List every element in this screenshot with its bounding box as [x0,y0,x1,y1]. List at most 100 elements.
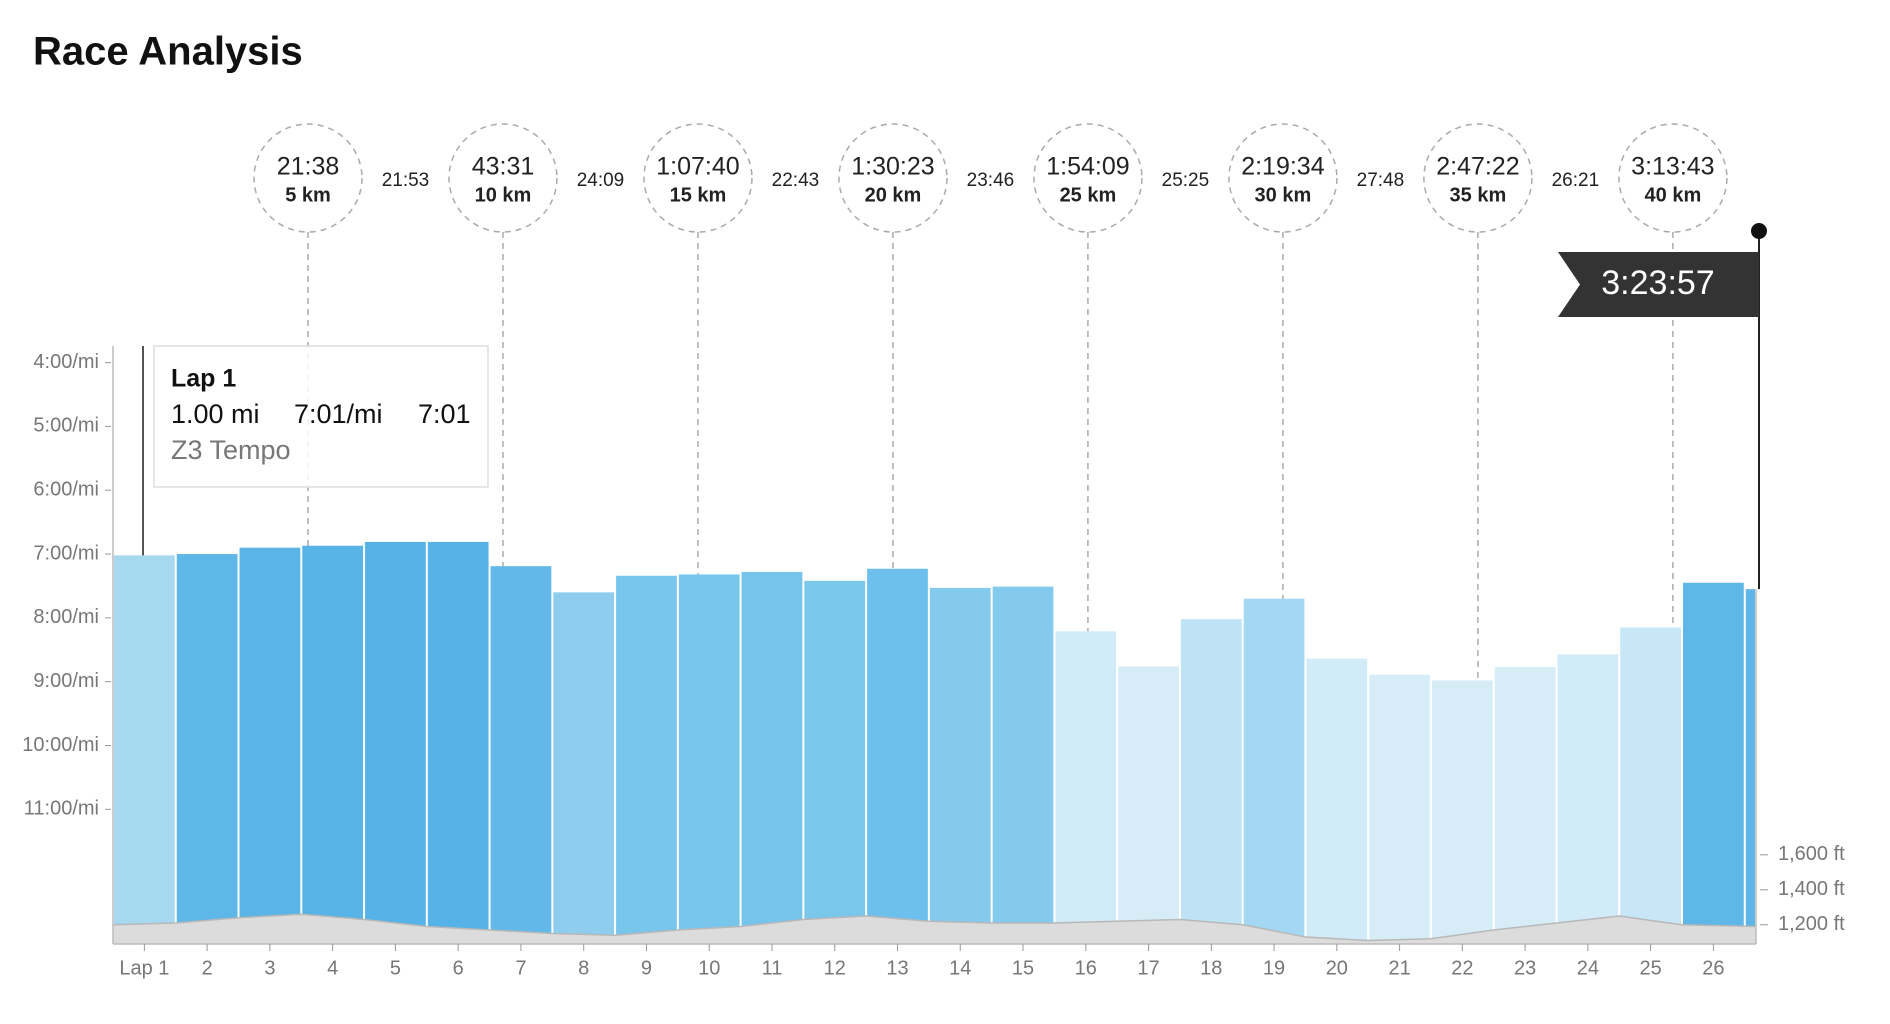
x-tick-label: 13 [886,957,908,979]
x-tick-label: 16 [1075,957,1097,979]
bar [1118,666,1179,944]
x-tick-label: 6 [453,957,464,979]
interval-time: 26:21 [1552,170,1600,191]
x-tick-label: 5 [390,957,401,979]
tooltip-title: Lap 1 [171,365,236,393]
tooltip-distance: 1.00 mi [171,399,260,429]
interval-time: 27:48 [1357,170,1405,191]
y-tick-label: 5:00/mi [33,415,99,437]
x-tick-label: 7 [515,957,526,979]
interval-time: 22:43 [772,170,820,191]
flag [1558,252,1759,317]
finish-time: 3:23:57 [1601,264,1714,302]
x-tick-label: 24 [1577,957,1599,979]
bar [1369,674,1430,944]
bar [867,568,928,944]
x-tick-label: Lap 1 [119,957,169,979]
x-tick-label: 25 [1639,957,1661,979]
bar [553,592,615,944]
bar [239,547,301,944]
split-label: 5 km [285,184,331,206]
split-time: 1:54:09 [1046,153,1129,181]
x-tick-label: 18 [1200,957,1222,979]
bar [1306,658,1368,944]
y-tick-label: 9:00/mi [33,670,99,692]
elevation-line [112,913,1757,942]
x-tick-label: 3 [264,957,275,979]
split-circle [838,123,948,233]
bar [992,586,1054,944]
y-tick-label: 8:00/mi [33,606,99,628]
bar [114,555,175,944]
elevation-area [113,914,1756,944]
bar [929,587,991,944]
split-time: 1:30:23 [851,153,934,181]
bar [302,545,364,944]
bar [1557,654,1619,944]
bar [427,541,489,944]
bar [176,554,238,944]
y-tick-label: 6:00/mi [33,479,99,501]
x-tick-label: 11 [762,957,783,979]
bar [1494,667,1556,944]
bar [804,580,866,944]
x-tick-label: 19 [1263,957,1285,979]
tooltip-pace: 7:01/mi [294,399,383,429]
split-circle [1228,123,1338,233]
x-tick-label: 17 [1137,957,1159,979]
x-tick-label: 4 [327,957,338,979]
split-label: 20 km [865,184,922,206]
bar [1431,680,1493,944]
split-circle [1033,123,1143,233]
chart-title: Race Analysis [33,30,303,74]
tooltip-zone: Z3 Tempo [171,435,291,465]
interval-time: 24:09 [577,170,625,191]
split-time: 2:47:22 [1436,153,1519,181]
x-tick-label: 22 [1451,957,1473,979]
split-label: 10 km [475,184,532,206]
split-time: 1:07:40 [656,153,739,181]
split-circle [253,123,363,233]
bar [616,575,677,944]
x-tick-label: 23 [1514,957,1536,979]
y2-tick-label: 1,600 ft [1778,843,1845,865]
x-tick-label: 12 [824,957,846,979]
split-label: 25 km [1060,184,1117,206]
x-tick-label: 2 [202,957,213,979]
bar [1620,627,1681,944]
bar [1055,631,1117,944]
tooltip-time: 7:01 [418,399,471,429]
split-label: 30 km [1255,184,1312,206]
split-time: 3:13:43 [1631,153,1714,181]
x-tick-label: 9 [641,957,652,979]
x-tick-label: 20 [1326,957,1348,979]
split-label: 40 km [1645,184,1702,206]
x-tick-label: 21 [1388,957,1410,979]
interval-time: 21:53 [382,170,430,191]
split-circle [1423,123,1533,233]
split-circle [448,123,558,233]
flag-dot [1751,223,1767,239]
x-tick-label: 8 [578,957,589,979]
y-tick-label: 4:00/mi [33,351,99,373]
bar [1683,582,1744,944]
split-circle [643,123,753,233]
bar [490,566,552,944]
split-time: 2:19:34 [1241,153,1325,181]
bar [741,571,803,944]
y2-tick-label: 1,400 ft [1778,878,1845,900]
y-tick-label: 11:00/mi [24,798,99,820]
bar [678,574,740,944]
split-time: 43:31 [472,153,535,181]
bar [1745,589,1755,944]
y2-tick-label: 1,200 ft [1778,913,1845,935]
bar [1180,619,1242,944]
x-tick-label: 15 [1012,957,1034,979]
interval-time: 25:25 [1162,170,1210,191]
split-label: 35 km [1450,184,1507,206]
y-tick-label: 7:00/mi [33,542,99,564]
x-tick-label: 10 [698,957,720,979]
bar [1243,598,1305,944]
